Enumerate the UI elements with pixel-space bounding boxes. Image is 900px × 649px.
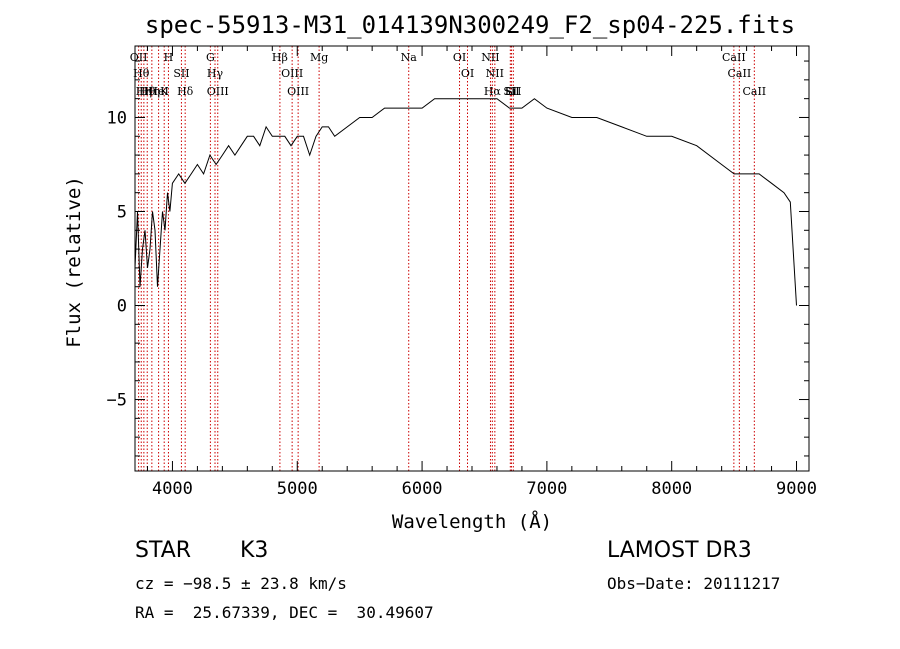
line-label-14: OIII <box>281 67 303 80</box>
y-tick-label: 5 <box>117 202 127 222</box>
line-label-8: SII <box>173 67 189 80</box>
line-label-19: OI <box>461 67 474 80</box>
x-tick-label: 4000 <box>152 479 193 499</box>
x-tick-label: 7000 <box>526 479 567 499</box>
line-label-17: Na <box>401 51 418 64</box>
velocity-readout: cz = −98.5 ± 23.8 km/s <box>135 574 347 593</box>
line-label-2: Hη <box>136 85 152 98</box>
line-label-15: OIII <box>287 85 309 98</box>
line-label-5: HeI <box>148 85 168 98</box>
line-label-13: Hβ <box>272 51 288 64</box>
observation-date: Obs−Date: 20111217 <box>607 574 781 593</box>
y-tick-label: 10 <box>107 108 127 128</box>
line-label-7: H <box>164 51 174 64</box>
y-tick-label: −5 <box>107 391 127 411</box>
line-label-10: G <box>206 51 215 64</box>
x-tick-label: 5000 <box>277 479 318 499</box>
line-label-18: OI <box>453 51 466 64</box>
line-label-16: Mg <box>310 51 328 64</box>
line-label-28: CaII <box>742 85 766 98</box>
object-class: STAR <box>135 538 192 563</box>
line-label-1: Hθ <box>133 67 150 80</box>
line-label-20: NII <box>481 51 499 64</box>
survey-name: LAMOST DR3 <box>607 538 752 563</box>
spectrum-series-line <box>134 98 797 306</box>
y-tick-label: 0 <box>117 297 127 317</box>
x-tick-label: 8000 <box>651 479 692 499</box>
line-label-23: Li <box>505 85 516 98</box>
line-label-26: CaII <box>722 51 746 64</box>
x-tick-label: 9000 <box>776 479 817 499</box>
line-label-12: OIII <box>207 85 229 98</box>
y-axis-label: Flux (relative) <box>63 176 85 348</box>
line-label-25: SII <box>505 85 521 98</box>
line-label-24: SII <box>503 85 519 98</box>
line-label-22: NII <box>486 67 504 80</box>
line-label-3: Hθ <box>139 85 156 98</box>
line-label-27: CaII <box>728 67 752 80</box>
plot-area: 4000 5000 6000 7000 8000 9000−50510OIIHθHηHθH… <box>107 45 817 499</box>
line-label-11: Hγ <box>207 67 224 80</box>
line-label-4: Hη <box>144 85 160 98</box>
object-subclass: K3 <box>240 538 269 563</box>
x-axis-label: Wavelength (Å) <box>392 510 552 533</box>
x-tick-label: 6000 <box>402 479 443 499</box>
line-label-0: OII <box>130 51 148 64</box>
chart-title: spec-55913-M31_014139N300249_F2_sp04-225… <box>145 11 795 39</box>
line-label-6: K <box>160 85 169 98</box>
line-label-9: Hδ <box>177 85 194 98</box>
plot-frame <box>134 45 810 472</box>
line-label-21: Hα <box>484 85 502 98</box>
coordinates-readout: RA = 25.67339, DEC = 30.49607 <box>135 603 434 622</box>
